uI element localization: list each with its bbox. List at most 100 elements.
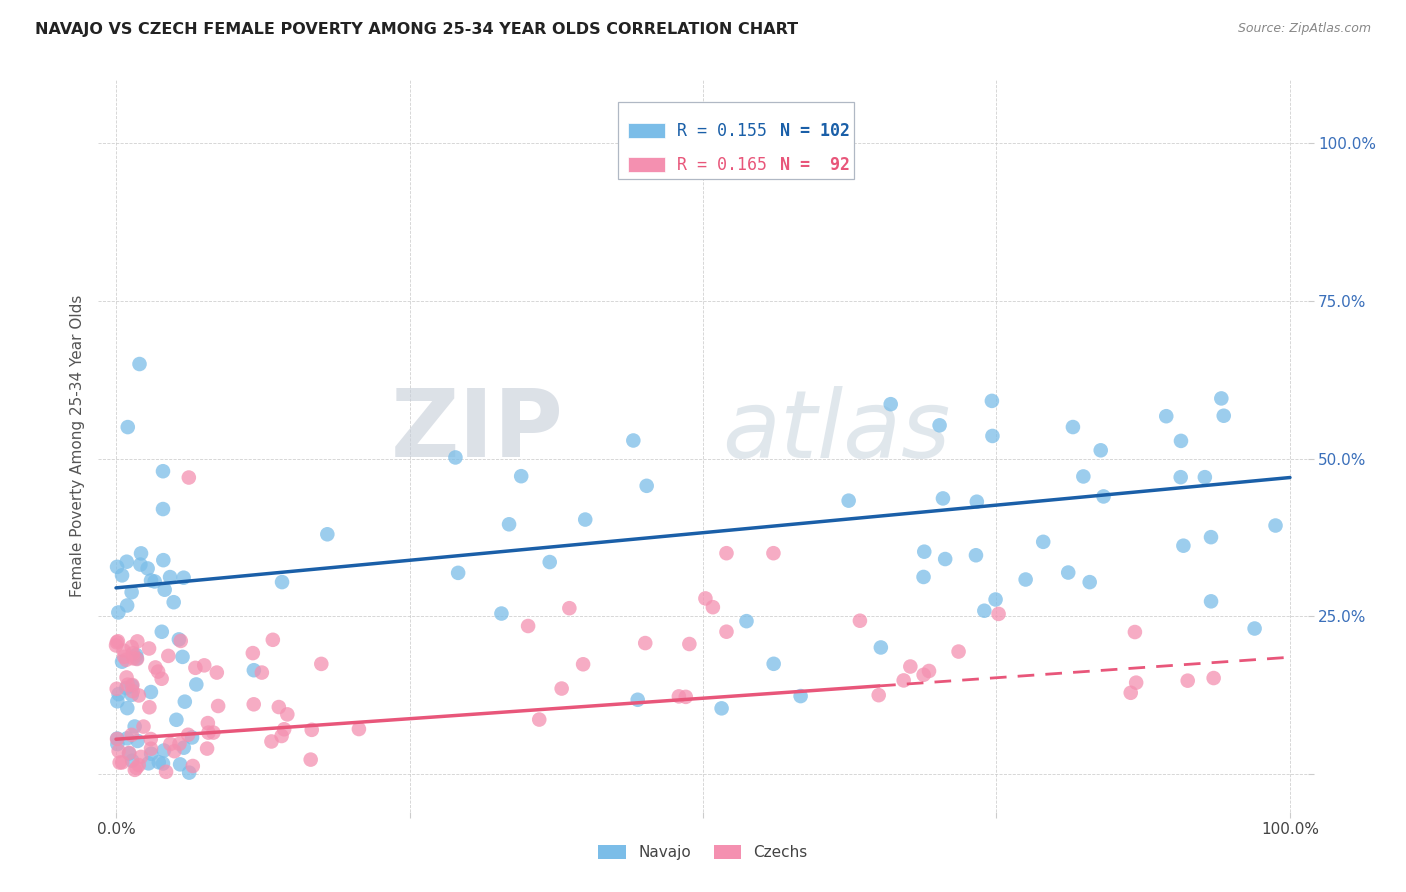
Point — [538, 555, 561, 569]
Point — [118, 747, 141, 761]
Point — [193, 658, 215, 673]
Point — [1154, 409, 1177, 424]
Point — [105, 639, 128, 653]
Point — [267, 700, 290, 714]
Point — [250, 665, 273, 680]
Point — [849, 614, 872, 628]
Point — [118, 746, 141, 760]
Point — [1014, 573, 1036, 587]
Point — [1199, 530, 1222, 544]
Point — [111, 655, 134, 669]
Point — [115, 731, 138, 746]
Point — [197, 716, 219, 731]
Point — [129, 546, 152, 560]
Point — [1125, 675, 1147, 690]
Point — [675, 690, 697, 704]
Point — [150, 672, 173, 686]
Point — [1057, 566, 1080, 580]
Point — [105, 635, 128, 649]
Point — [115, 555, 138, 569]
Point — [965, 548, 987, 562]
Text: ZIP: ZIP — [391, 385, 564, 477]
Text: N = 102: N = 102 — [780, 122, 851, 140]
Point — [107, 634, 129, 648]
Point — [966, 494, 988, 508]
Point — [155, 764, 177, 779]
Point — [152, 756, 174, 771]
Point — [1092, 490, 1115, 504]
Point — [918, 664, 941, 678]
Point — [111, 756, 134, 770]
Point — [122, 646, 145, 660]
Point — [139, 741, 162, 756]
Point — [869, 640, 891, 655]
Point — [1194, 470, 1216, 484]
Y-axis label: Female Poverty Among 25-34 Year Olds: Female Poverty Among 25-34 Year Olds — [69, 295, 84, 597]
Point — [177, 470, 200, 484]
Point — [636, 479, 658, 493]
Point — [202, 725, 225, 739]
Point — [1173, 539, 1195, 553]
Point — [129, 558, 152, 572]
Point — [105, 731, 128, 746]
Point — [121, 585, 143, 599]
Point — [205, 665, 228, 680]
Point — [111, 568, 134, 582]
Point — [138, 756, 160, 771]
Point — [105, 681, 128, 696]
Point — [980, 393, 1002, 408]
Point — [121, 679, 143, 693]
Point — [1202, 671, 1225, 685]
Point — [668, 690, 690, 704]
Point — [1264, 518, 1286, 533]
Point — [121, 678, 143, 692]
Point — [124, 763, 146, 777]
Point — [169, 757, 191, 772]
Point — [127, 634, 149, 648]
Point — [152, 464, 174, 478]
Point — [179, 765, 201, 780]
Point — [138, 700, 160, 714]
Point — [107, 606, 129, 620]
Point — [117, 420, 139, 434]
Point — [127, 734, 149, 748]
Point — [167, 632, 190, 647]
Point — [928, 418, 950, 433]
Point — [207, 698, 229, 713]
Point — [150, 624, 173, 639]
Point — [139, 685, 162, 699]
Point — [128, 689, 150, 703]
Point — [143, 574, 166, 589]
Point — [678, 637, 700, 651]
Point — [152, 553, 174, 567]
Point — [510, 469, 533, 483]
Point — [621, 434, 644, 448]
Point — [181, 759, 204, 773]
Point — [1170, 434, 1192, 448]
Point — [124, 719, 146, 733]
Point — [550, 681, 572, 696]
Point — [558, 601, 581, 615]
Point — [1211, 392, 1233, 406]
Point — [1170, 470, 1192, 484]
Point — [634, 636, 657, 650]
Point — [529, 713, 551, 727]
Point — [121, 640, 143, 654]
Point — [173, 740, 195, 755]
Point — [716, 546, 738, 560]
Point — [121, 754, 143, 768]
Point — [173, 695, 195, 709]
Point — [105, 694, 128, 708]
Point — [157, 648, 180, 663]
Point — [898, 659, 921, 673]
Point — [572, 657, 595, 672]
Point — [981, 429, 1004, 443]
Point — [173, 571, 195, 585]
Point — [242, 698, 264, 712]
Point — [153, 582, 176, 597]
Point — [1119, 686, 1142, 700]
Point — [893, 673, 915, 688]
Point — [948, 644, 970, 658]
Point — [498, 517, 520, 532]
Point — [1073, 469, 1095, 483]
